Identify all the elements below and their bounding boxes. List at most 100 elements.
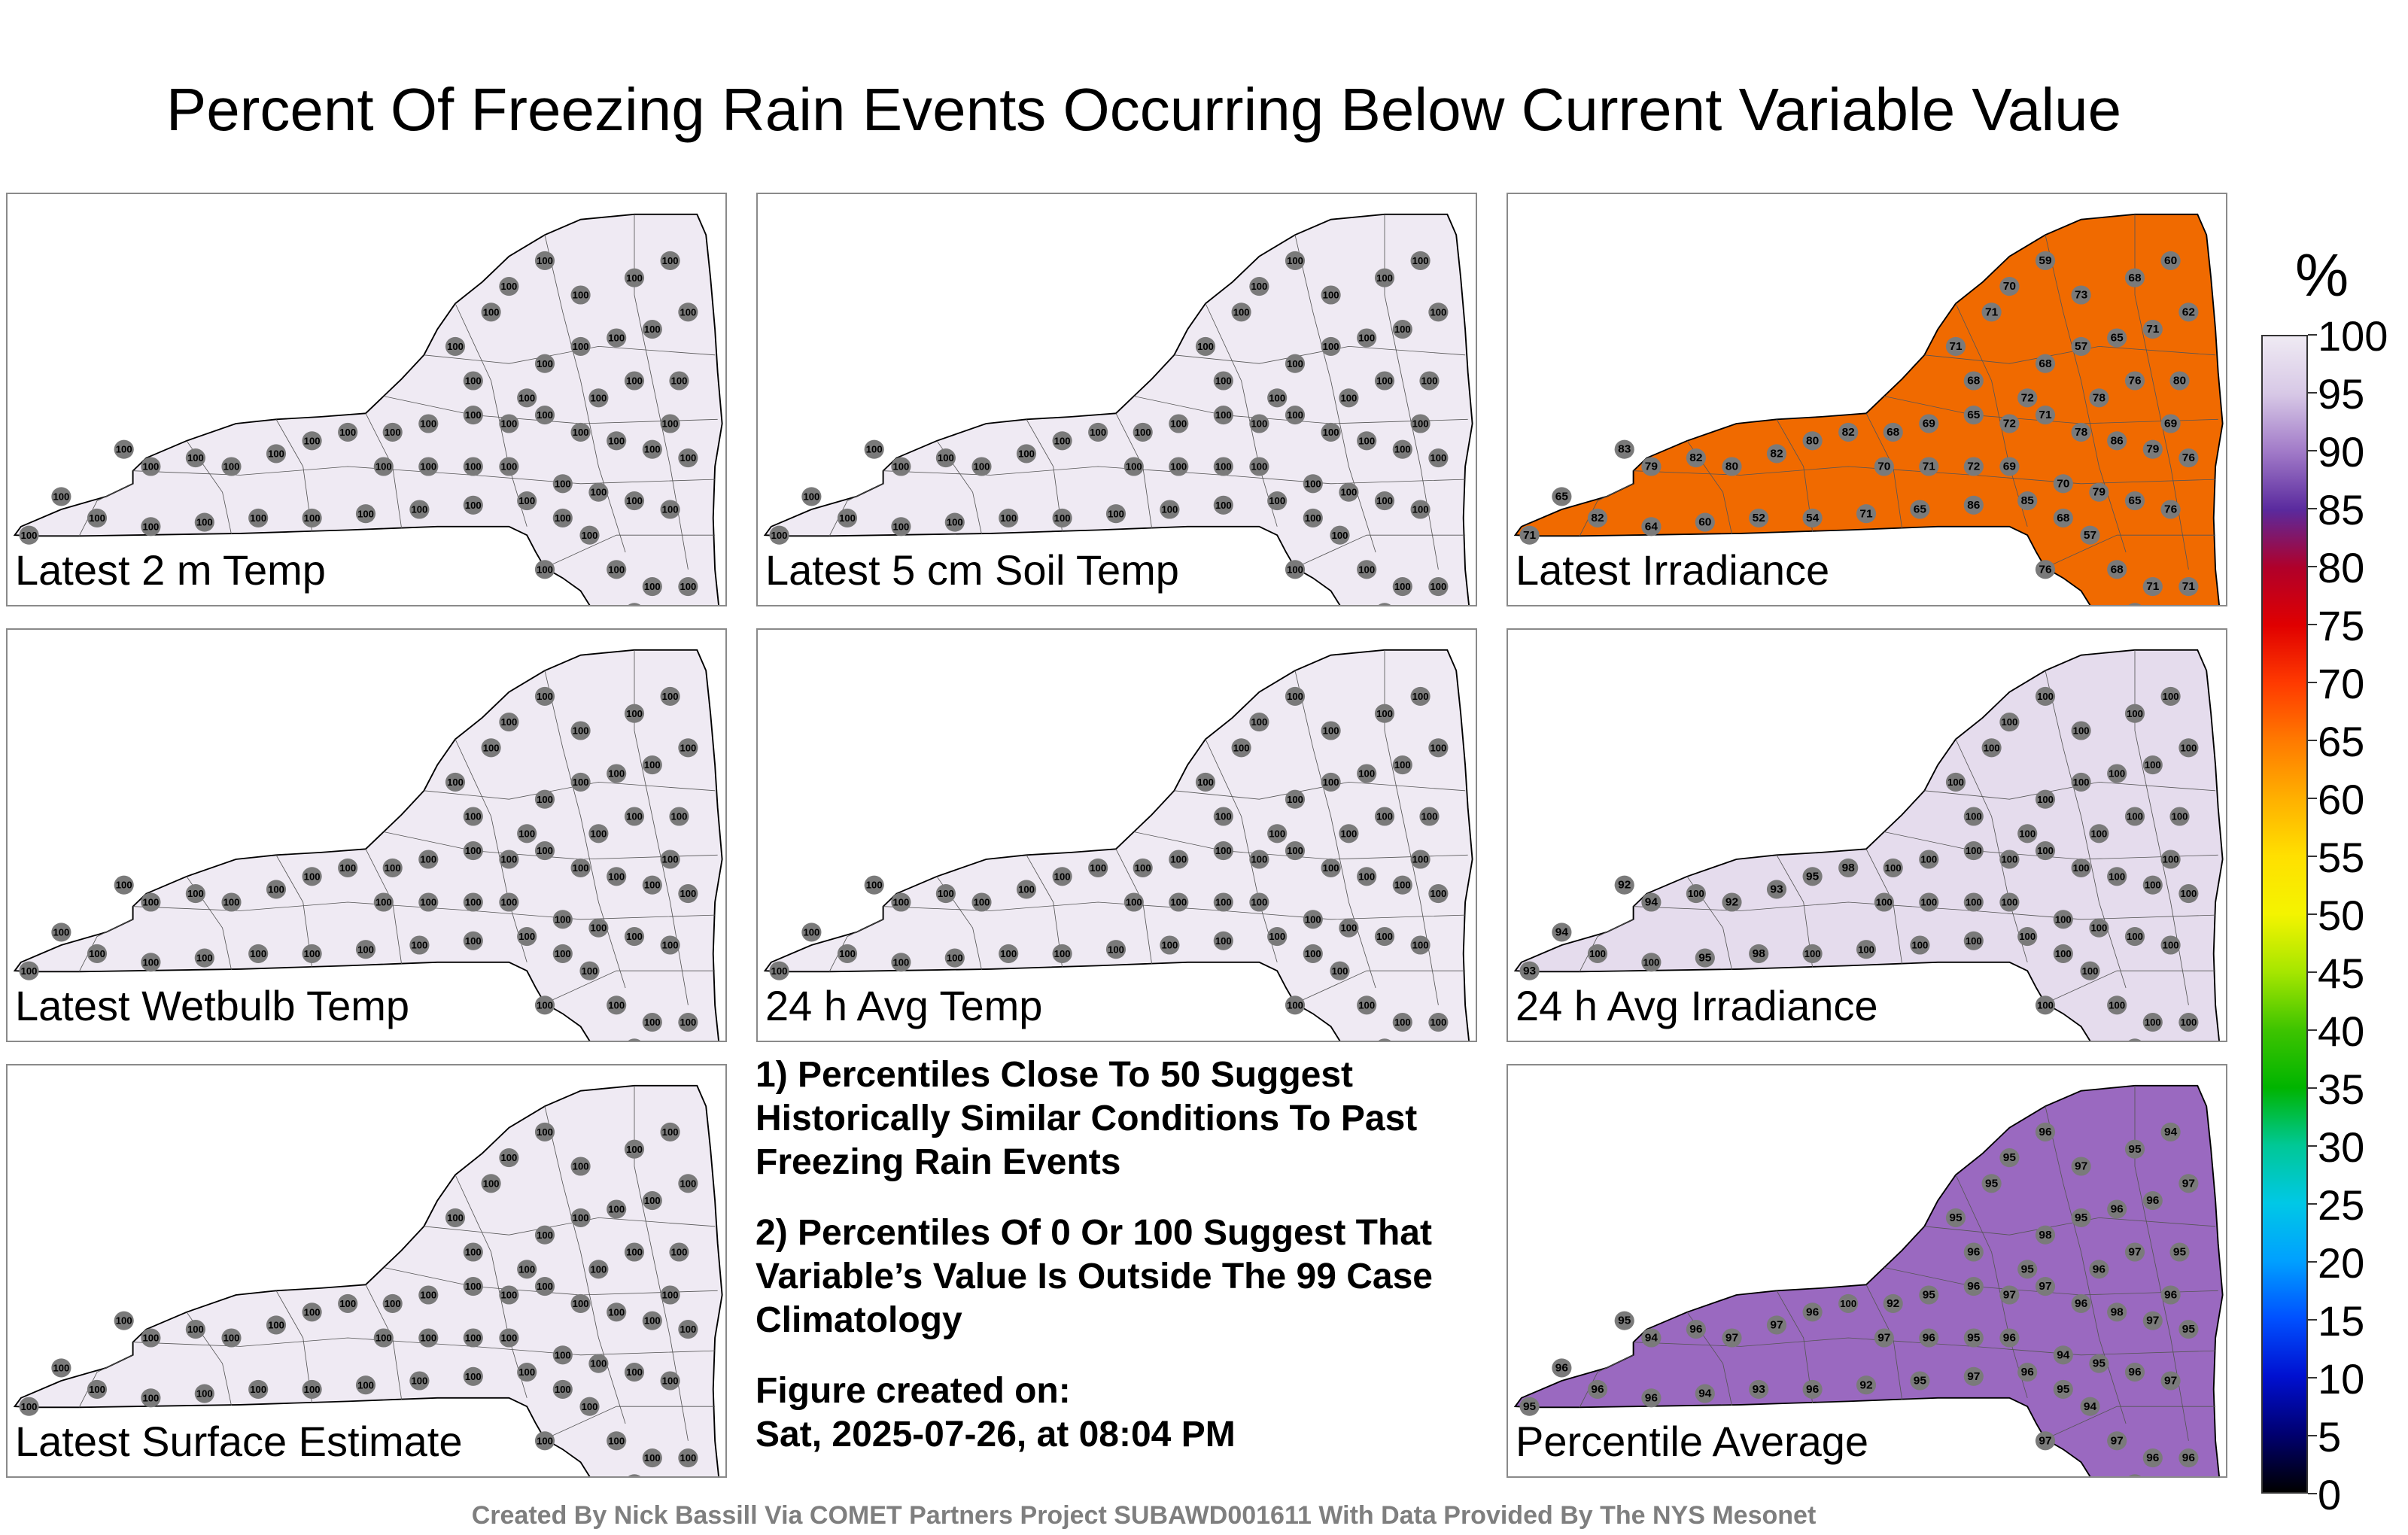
- station-marker: [1856, 1375, 1877, 1395]
- station-value: 100: [1305, 948, 1321, 959]
- station-marker: [1856, 504, 1877, 524]
- station-marker: [87, 1379, 108, 1399]
- station-value: 94: [2084, 1400, 2097, 1413]
- station-value: 100: [1358, 1000, 1375, 1011]
- station-marker: [1285, 354, 1306, 373]
- station-marker: [2128, 1038, 2142, 1041]
- station-marker: [2142, 577, 2163, 597]
- station-marker: [87, 944, 108, 963]
- station-marker: [1963, 1366, 1984, 1386]
- station-marker: [1321, 336, 1341, 356]
- station-marker: [588, 388, 609, 408]
- station-marker: [373, 457, 394, 476]
- station-value: 100: [116, 880, 132, 891]
- station-value: 65: [1967, 409, 1980, 421]
- station-marker: [1357, 328, 1377, 348]
- station-marker: [418, 850, 439, 869]
- station-value: 100: [1251, 716, 1267, 728]
- station-value: 100: [590, 923, 607, 934]
- station-value: 100: [555, 512, 571, 524]
- station-marker: [499, 1285, 519, 1305]
- colorbar-tick-mark: [2308, 913, 2317, 915]
- station-marker: [1919, 892, 1939, 912]
- station-value: 79: [1645, 460, 1658, 473]
- station-value: 100: [1251, 461, 1267, 473]
- colorbar-tick-mark: [2308, 1435, 2317, 1436]
- station-value: 100: [1340, 828, 1357, 840]
- station-marker: [2142, 320, 2163, 339]
- state-outline: [763, 649, 1473, 1041]
- station-value: 68: [2111, 564, 2124, 576]
- station-marker: [1695, 1384, 1715, 1403]
- station-marker: [624, 371, 645, 391]
- colorbar-tick-label: 20: [2318, 1239, 2365, 1287]
- station-marker: [552, 1345, 573, 1365]
- station-marker: [355, 940, 376, 959]
- station-marker: [1802, 944, 1823, 963]
- station-value: 100: [500, 281, 517, 292]
- station-value: 95: [2057, 1383, 2069, 1396]
- station-value: 100: [644, 1195, 661, 1206]
- station-marker: [1519, 961, 1540, 980]
- station-value: 100: [420, 418, 436, 430]
- station-marker: [1999, 1285, 2020, 1305]
- station-value: 69: [2164, 418, 2177, 430]
- station-marker: [19, 525, 39, 545]
- station-marker: [642, 439, 662, 459]
- county-line: [1384, 649, 1439, 1005]
- station-value: 97: [2111, 1435, 2124, 1448]
- station-marker: [2017, 388, 2038, 408]
- station-marker: [891, 953, 911, 972]
- station-marker: [1874, 457, 1894, 476]
- station-marker: [1052, 431, 1072, 451]
- station-value: 94: [1555, 926, 1569, 939]
- station-marker: [1963, 1277, 1984, 1296]
- station-value: 100: [2037, 845, 2054, 856]
- station-value: 100: [2037, 794, 2054, 805]
- station-marker: [1641, 1388, 1662, 1408]
- station-marker: [409, 1371, 430, 1391]
- station-marker: [1321, 858, 1341, 877]
- station-marker: [1249, 713, 1269, 732]
- station-marker: [2107, 1199, 2127, 1219]
- station-value: 96: [1923, 1332, 1935, 1345]
- station-value: 100: [500, 1333, 517, 1344]
- county-line: [132, 901, 716, 920]
- station-value: 100: [1161, 940, 1178, 951]
- county-line: [1133, 831, 1468, 860]
- station-marker: [642, 875, 662, 895]
- station-marker: [1419, 371, 1440, 391]
- station-marker: [2071, 422, 2091, 442]
- station-marker: [570, 422, 591, 442]
- station-marker: [1641, 892, 1662, 912]
- station-marker: [2035, 406, 2056, 425]
- station-value: 100: [1323, 427, 1339, 438]
- station-marker: [499, 457, 519, 476]
- station-value: 100: [1966, 845, 1982, 856]
- station-marker: [1321, 772, 1341, 792]
- station-marker: [1052, 944, 1072, 963]
- station-value: 85: [2021, 494, 2034, 507]
- station-marker: [2053, 944, 2073, 963]
- station-value: 100: [1161, 504, 1178, 515]
- station-value: 96: [1645, 1392, 1658, 1405]
- station-value: 100: [680, 1452, 696, 1464]
- station-value: 100: [573, 1298, 589, 1309]
- station-marker: [1686, 1320, 1706, 1339]
- station-value: 100: [1287, 358, 1303, 369]
- station-marker: [642, 577, 662, 597]
- station-value: 100: [2001, 854, 2017, 865]
- station-value: 100: [53, 491, 69, 503]
- station-marker: [944, 512, 965, 532]
- station-value: 100: [644, 759, 661, 771]
- station-value: 100: [537, 1000, 553, 1011]
- station-marker: [801, 487, 822, 506]
- station-value: 100: [116, 1315, 132, 1327]
- station-marker: [534, 789, 555, 809]
- colorbar-tick-label: 50: [2318, 892, 2365, 939]
- station-value: 100: [671, 1247, 688, 1258]
- station-value: 100: [771, 965, 788, 977]
- station-marker: [2124, 491, 2145, 511]
- station-marker: [607, 1431, 627, 1451]
